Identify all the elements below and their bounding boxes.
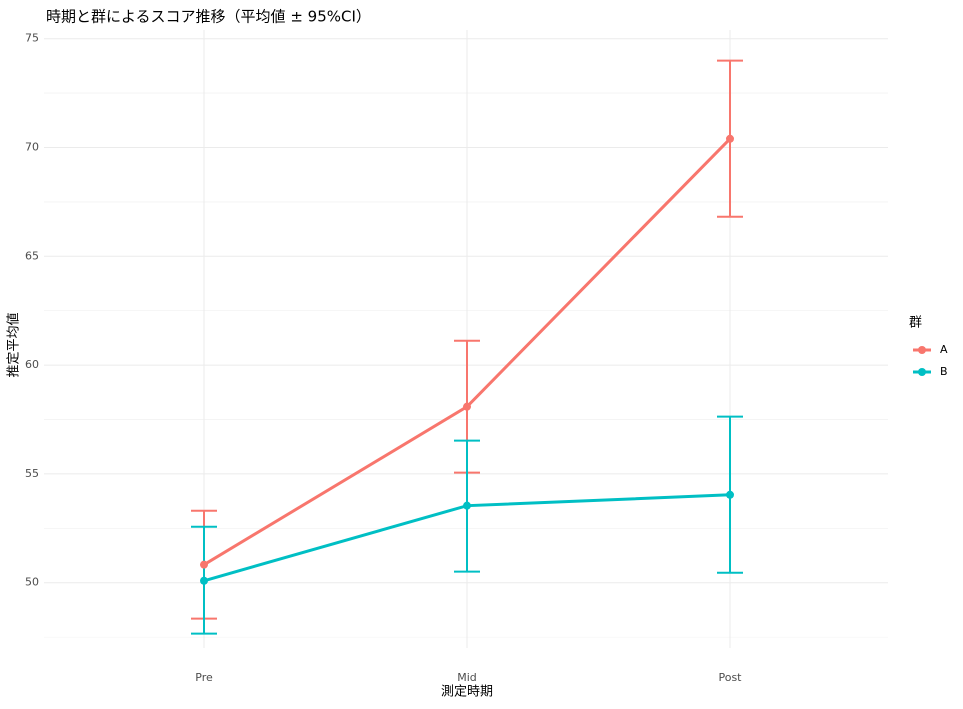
y-tick-label: 55 xyxy=(25,467,39,480)
data-point xyxy=(200,560,208,569)
legend-key-point xyxy=(918,368,926,376)
legend-key-point xyxy=(918,346,926,354)
y-axis-label: 推定平均値 xyxy=(6,312,22,377)
x-tick-label: Post xyxy=(718,671,742,684)
y-tick-label: 60 xyxy=(25,358,39,371)
data-point xyxy=(463,501,471,510)
y-tick-label: 65 xyxy=(25,249,39,262)
data-point xyxy=(200,576,208,585)
x-tick-label: Pre xyxy=(195,671,213,684)
data-point xyxy=(726,490,734,499)
y-tick-label: 75 xyxy=(25,32,39,45)
legend-label: A xyxy=(940,343,948,356)
data-point xyxy=(726,134,734,143)
x-axis-label: 測定時期 xyxy=(441,685,493,700)
data-point xyxy=(463,402,471,411)
x-tick-label: Mid xyxy=(457,671,477,684)
legend-label: B xyxy=(940,365,948,378)
legend-title: 群 xyxy=(909,316,922,331)
y-tick-label: 50 xyxy=(25,576,39,589)
y-tick-label: 70 xyxy=(25,141,39,154)
chart-title: 時期と群によるスコア推移（平均値 ± 95%CI） xyxy=(46,8,371,26)
